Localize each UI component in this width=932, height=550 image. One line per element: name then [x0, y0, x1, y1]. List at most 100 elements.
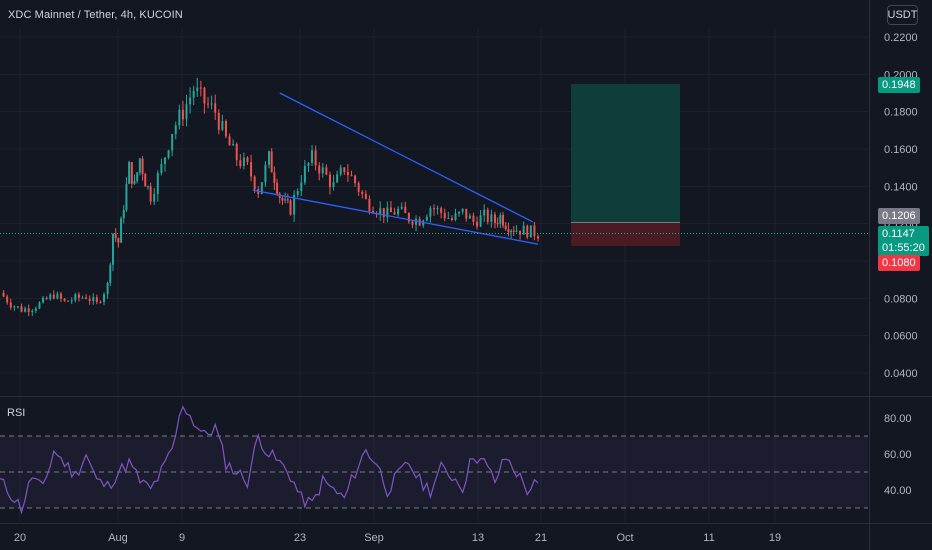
- candle-body: [120, 218, 123, 243]
- candle-body: [314, 150, 317, 166]
- candle-body: [504, 225, 507, 230]
- candle-body: [468, 215, 471, 219]
- candle-body: [178, 109, 181, 126]
- candle-body: [117, 238, 120, 243]
- candle-body: [447, 217, 450, 219]
- candle-body: [325, 167, 328, 175]
- candle-body: [163, 157, 166, 165]
- candle-body: [59, 293, 62, 299]
- candle-body: [196, 87, 199, 92]
- candle-body: [92, 297, 95, 302]
- candle-body: [24, 308, 27, 312]
- candle-body: [472, 215, 475, 222]
- candle-body: [185, 104, 188, 120]
- candle-body: [436, 208, 439, 210]
- candle-body: [293, 194, 296, 215]
- candle-body: [526, 225, 529, 238]
- candle-body: [210, 103, 213, 105]
- profit-zone: [571, 84, 680, 223]
- candle-body: [63, 298, 66, 301]
- candle-body: [149, 186, 152, 202]
- y-tick-label: 0.1800: [884, 107, 918, 119]
- candle-body: [502, 214, 505, 226]
- x-tick-label: 23: [294, 532, 306, 544]
- candle-body: [281, 198, 284, 201]
- candle-body: [496, 222, 499, 224]
- currency-selector[interactable]: USDT: [887, 5, 918, 25]
- candle-body: [156, 173, 159, 195]
- y-tick-label: 0.2200: [884, 32, 918, 44]
- candle-body: [77, 294, 80, 298]
- candle-body: [95, 297, 98, 302]
- candle-body: [9, 302, 12, 308]
- candle-body: [296, 191, 299, 195]
- candle-body: [336, 174, 339, 183]
- bar-countdown: 01:55:20: [882, 242, 925, 254]
- candle-body: [273, 172, 276, 184]
- candle-body: [404, 206, 407, 214]
- candle-body: [264, 164, 267, 183]
- candle-body: [479, 215, 482, 227]
- stop-loss-tag: 0.1080: [878, 255, 920, 271]
- candle-body: [138, 158, 141, 173]
- candle-body: [146, 186, 149, 188]
- candle-body: [2, 292, 5, 297]
- candle-body: [278, 193, 281, 199]
- take-profit-tag: 0.1948: [878, 77, 920, 93]
- candle-body: [99, 301, 102, 303]
- candle-body: [160, 164, 163, 174]
- candle-body: [286, 199, 289, 201]
- candle-body: [368, 198, 371, 212]
- x-tick-label: 20: [14, 532, 26, 544]
- candle-body: [111, 233, 114, 265]
- candle-body: [45, 297, 48, 300]
- candle-body: [136, 172, 139, 182]
- candle-body: [192, 91, 195, 98]
- candle-body: [415, 218, 418, 225]
- candle-body: [125, 183, 128, 211]
- rsi-label: RSI: [7, 407, 26, 419]
- candle-body: [339, 167, 342, 175]
- candle-body: [260, 182, 263, 194]
- candle-body: [88, 298, 91, 302]
- candle-body: [70, 300, 73, 302]
- candle-body: [386, 207, 389, 218]
- candle-body: [246, 157, 249, 163]
- candle-body: [34, 308, 37, 311]
- x-tick-label: 13: [472, 532, 484, 544]
- candle-body: [114, 233, 117, 239]
- candle-body: [450, 217, 453, 220]
- y-tick-label: 0.0400: [884, 368, 918, 380]
- candle-body: [425, 216, 428, 221]
- candle-body: [242, 157, 245, 167]
- candle-body: [270, 151, 273, 173]
- candle-body: [56, 293, 59, 299]
- candle-body: [357, 183, 360, 192]
- x-tick-label: 9: [179, 532, 185, 544]
- y-tick-label: 0.1600: [884, 144, 918, 156]
- candle-body: [328, 174, 331, 188]
- candle-body: [284, 199, 287, 201]
- candle-body: [16, 306, 19, 308]
- rsi-line: [0, 405, 539, 515]
- x-tick-label: Oct: [616, 532, 633, 544]
- candle-body: [49, 294, 52, 300]
- candle-body: [214, 103, 217, 113]
- rsi-tick-label: 60.00: [884, 449, 912, 461]
- y-tick-label: 0.0600: [884, 331, 918, 343]
- chart-title: XDC Mainnet / Tether, 4h, KUCOIN: [8, 9, 183, 21]
- candle-body: [537, 236, 539, 239]
- candle-body: [411, 221, 414, 225]
- candle-body: [167, 150, 170, 158]
- candle-body: [268, 151, 270, 165]
- candle-body: [393, 212, 396, 215]
- candle-body: [133, 181, 136, 184]
- candle-body: [361, 191, 364, 194]
- lower-trendline: [252, 189, 539, 245]
- candle-body: [217, 112, 220, 130]
- candle-body: [490, 214, 493, 222]
- candle-body: [276, 183, 279, 194]
- candle-body: [364, 193, 367, 199]
- candle-body: [311, 150, 314, 164]
